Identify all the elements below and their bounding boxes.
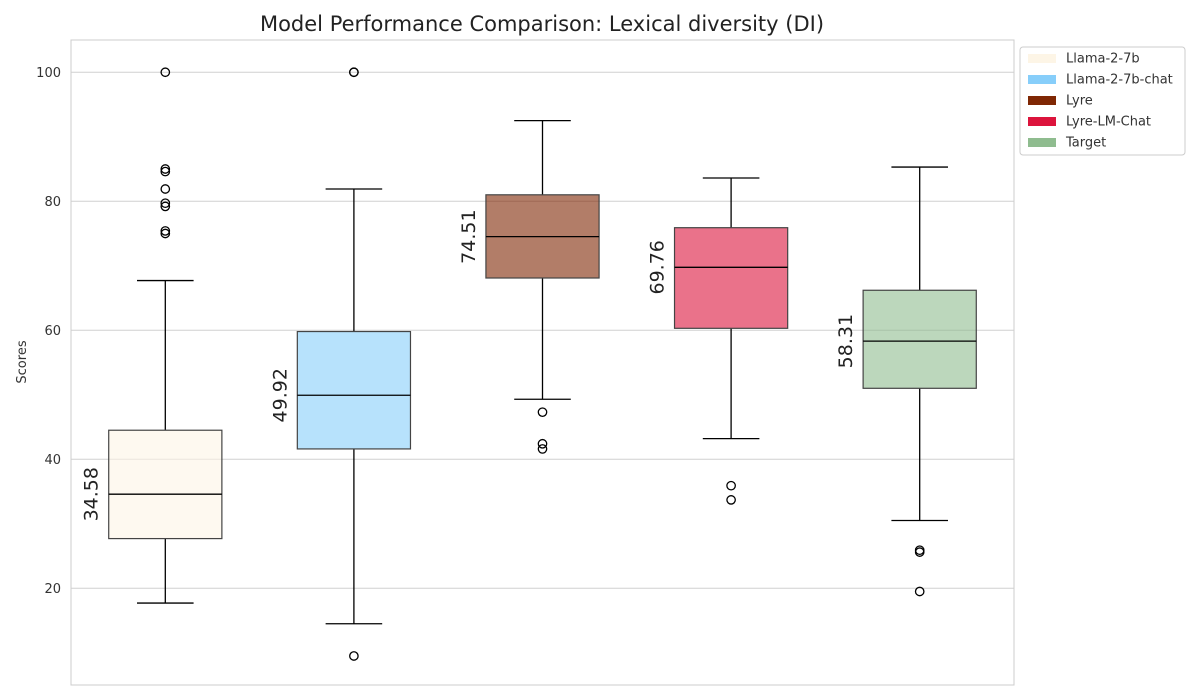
outlier-point [160,226,171,236]
legend-swatch [1028,138,1056,147]
box-series: 34.58 49.92 74.51 69.76 58.31 [81,67,977,661]
median-value-label: 34.58 [81,467,103,521]
median-value-label: 49.92 [269,368,291,422]
box-iqr [108,429,223,540]
legend-swatch [1028,96,1056,105]
outlier-point [726,495,736,505]
median-value-label: 69.76 [647,240,669,294]
outlier-point [160,198,171,209]
legend: Llama-2-7b Llama-2-7b-chat Lyre Lyre-LM-Cha… [1019,46,1186,156]
chart-title: Model Performance Comparison: Lexical di… [260,12,824,36]
y-tick-label: 60 [44,324,61,339]
outlier-point [537,438,548,449]
outlier-point [160,228,171,239]
outlier-point [160,184,171,194]
outlier-point [160,166,171,177]
legend-label: Llama-2-7b-chat [1066,73,1173,88]
legend-items: Llama-2-7b Llama-2-7b-chat Lyre Lyre-LM-Cha… [1028,52,1173,151]
median-value-label: 58.31 [835,314,857,368]
y-gridlines [71,71,1014,589]
legend-label: Lyre-LM-Chat [1066,115,1151,130]
outlier-point [537,444,548,454]
y-tick-labels: 20 40 60 80 100 [36,66,61,597]
outlier-point [160,67,171,78]
outlier-point [349,651,359,661]
outlier-point [726,480,736,491]
box-llama-2-7b-chat: 49.92 [269,67,412,661]
box-target: 58.31 [835,166,977,597]
box-iqr [862,289,977,389]
legend-label: Llama-2-7b [1066,52,1140,67]
box-lyre-lm-chat: 69.76 [647,177,789,505]
box-lyre: 74.51 [458,119,600,454]
box-iqr [673,227,789,329]
outlier-point [349,67,359,78]
box-iqr [296,330,412,450]
box-llama-2-7b: 34.58 [81,67,223,604]
outlier-point [160,201,171,212]
legend-frame [1019,46,1186,156]
legend-label: Lyre [1066,94,1093,109]
legend-swatch [1028,54,1056,63]
legend-swatch [1028,117,1056,126]
outlier-point [160,164,171,174]
median-value-label: 74.51 [458,209,480,263]
legend-label: Target [1065,136,1106,151]
outlier-point [914,545,925,556]
y-axis-label: Scores [15,340,30,383]
y-tick-label: 20 [44,582,61,597]
legend-swatch [1028,75,1056,84]
y-tick-label: 80 [44,195,61,210]
y-tick-label: 40 [44,453,61,468]
y-tick-label: 100 [36,66,61,81]
outlier-point [914,586,925,597]
outlier-point [537,407,548,418]
